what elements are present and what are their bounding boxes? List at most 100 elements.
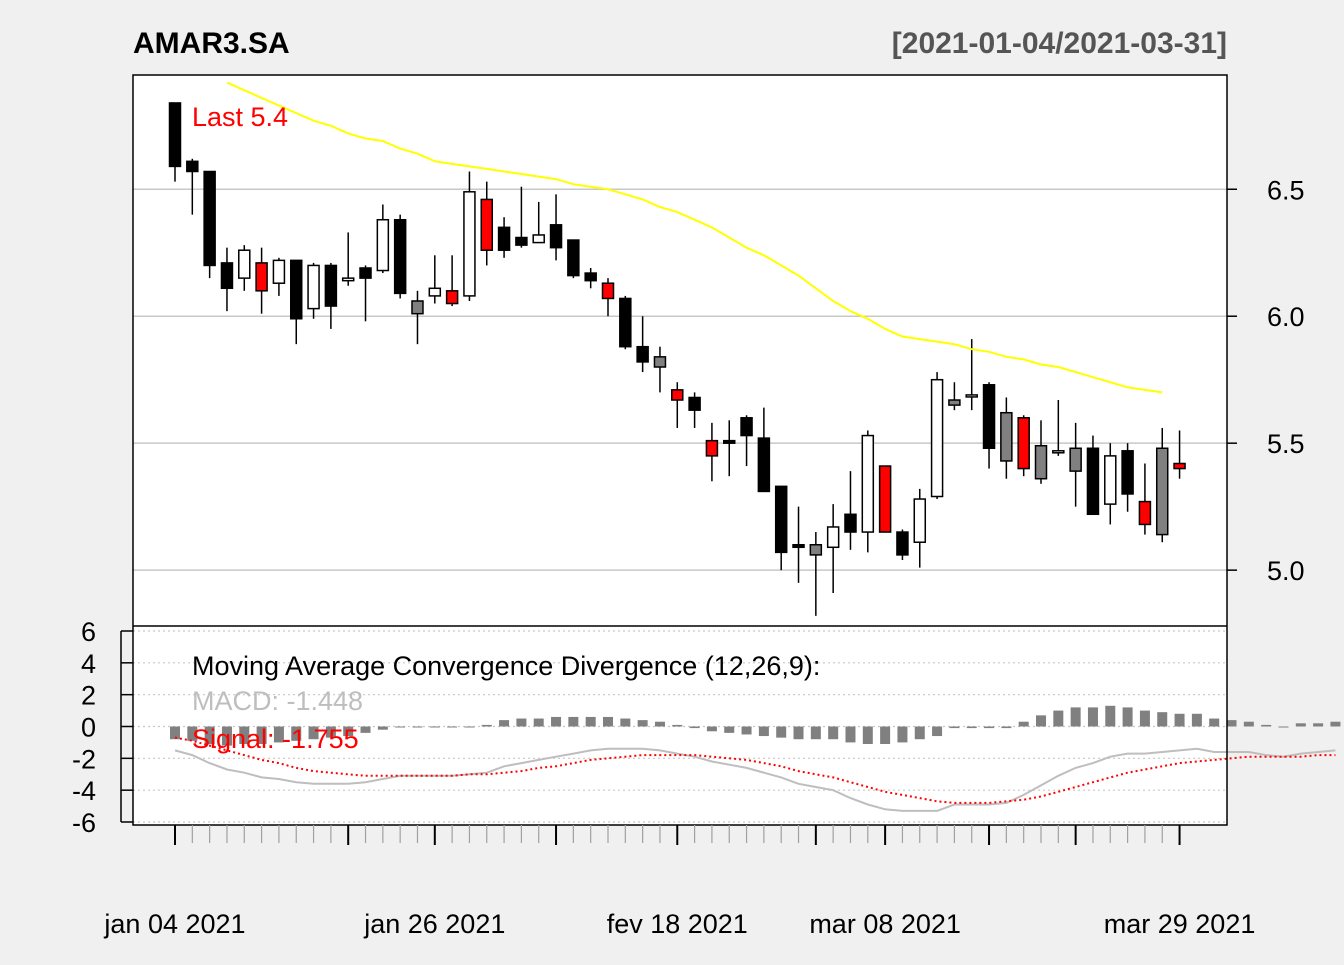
candle-body [1086,447,1100,516]
macd-hist-bar [724,726,735,733]
macd-hist-bar [672,724,683,727]
candle-body [878,465,892,533]
macd-hist-bar [914,726,925,740]
price-tick-label: 6.5 [1267,175,1305,205]
chart-date-range: [2021-01-04/2021-03-31] [892,27,1227,60]
candle-body [463,191,476,297]
candle-body [1034,444,1048,480]
price-axis: 5.0 5.5 6.0 6.5 [1227,175,1305,586]
macd-hist-bar [412,726,423,728]
macd-hist-bar [533,718,544,727]
macd-hist-bar [551,716,562,727]
candle-body [376,218,390,272]
candle-body [515,236,528,246]
candle-body [809,543,823,556]
candle-body [930,378,944,498]
macd-hist-bar [429,726,440,728]
candle-body [1155,447,1169,536]
candle-body [307,264,320,310]
macd-hist-bar [1070,707,1081,727]
macd-hist-bar [1105,705,1116,727]
macd-hist-bar [170,726,180,740]
macd-tick-label: 0 [81,713,96,743]
signal-line [174,736,1336,804]
macd-hist-bar [1209,718,1220,727]
macd-hist-bar [256,726,267,745]
chart-title: AMAR3.SA [133,27,290,60]
candle-body [982,384,996,450]
macd-hist-bar [568,716,579,727]
x-axis-label: jan 04 2021 [103,909,245,939]
macd-hist-bar [810,726,821,740]
macd-hist-bar [1295,723,1306,727]
candle-body [705,439,719,457]
macd-hist-bar [308,726,319,740]
candle-body [255,262,268,292]
macd-hist-bar [1053,710,1064,727]
macd-line [174,747,1336,812]
candle-body [948,399,961,406]
macd-hist-bar [273,726,284,743]
macd-hist-bar [499,720,510,727]
plot-border [132,74,1228,826]
macd-hist-bar [377,726,388,730]
macd-hist-bar [880,726,891,745]
candle-body [757,437,771,493]
macd-hist-bar [464,726,475,728]
candle-body [532,234,545,244]
candle-body [792,543,805,549]
candle-body [1121,450,1134,495]
price-grid [133,188,1227,571]
candle-body [220,262,234,290]
candle-body [1069,447,1082,472]
macd-hist-bar [1036,715,1046,727]
candle-body [445,290,459,305]
candle-body [965,394,978,398]
macd-hist-bar [204,726,215,745]
candle-body [411,300,424,315]
macd-hist-bar [984,726,995,729]
candle-body [1138,500,1152,526]
macd-hist-bar [1087,707,1098,727]
price-tick-label: 5.5 [1267,429,1305,459]
candle-body [722,439,736,444]
macd-tick-label: 2 [81,681,96,711]
candle-body [844,513,857,533]
macd-tick-label: -6 [72,808,96,838]
sma-line [226,81,1163,394]
macd-hist-bar [481,724,492,727]
x-axis-labels: jan 04 2021 jan 26 2021 fev 18 2021 mar 08 … [103,909,1255,939]
candle-body [913,498,927,543]
candle-body [1173,462,1186,470]
candle-body [826,526,840,549]
macd-hist-bar [620,718,631,727]
macd-hist-bar [758,726,769,737]
macd-hist-bar [1001,726,1012,729]
macd-hist-bar [221,726,232,746]
candle-body [584,272,597,282]
macd-hist-bar [1018,721,1029,727]
candle-body [861,434,875,533]
macd-hist-bar [706,726,717,732]
candle-body [393,218,407,295]
candle-body [1052,450,1065,454]
macd-hist-bar [897,726,908,743]
macd-tick-label: -4 [72,776,96,806]
macd-hist-bar [949,726,960,729]
x-axis-ticks [174,825,1181,845]
macd-tick-label: 6 [81,617,96,647]
macd-hist-bar [1313,723,1324,727]
x-axis-label: mar 29 2021 [1104,909,1256,939]
macd-hist-bar [291,726,302,741]
candle-body [1104,455,1117,505]
macd-hist-bar [516,718,527,727]
macd-hist-bar [239,726,250,745]
candle-body [359,267,372,279]
macd-hist-bar [966,726,977,729]
macd-hist-bar [932,726,943,737]
x-axis-label: mar 08 2021 [809,909,961,939]
macd-value-label: MACD: -1.448 [192,686,363,716]
macd-hist-bar [654,721,665,727]
